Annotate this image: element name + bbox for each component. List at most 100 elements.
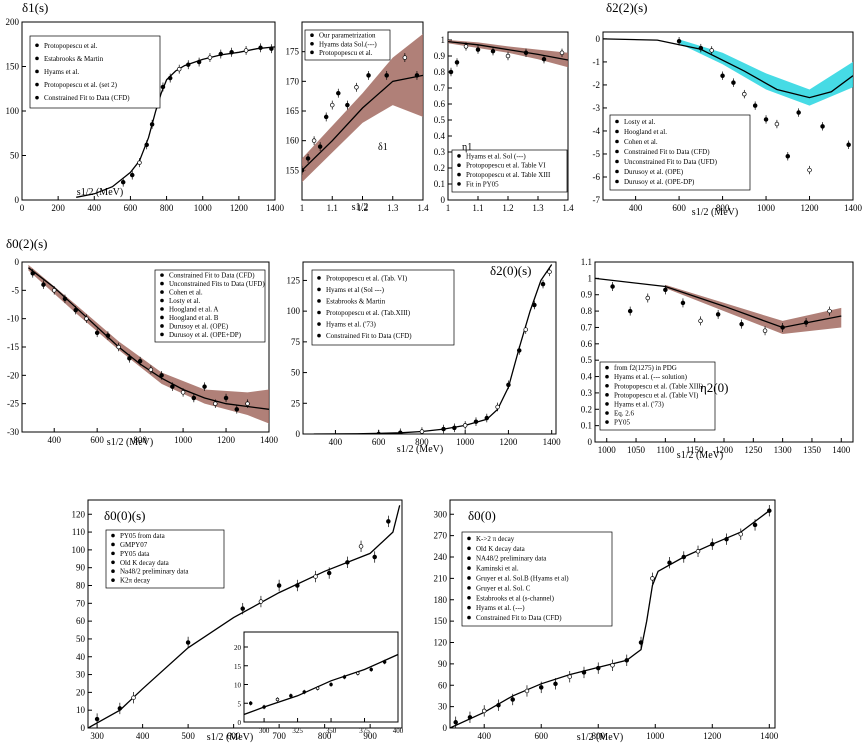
y-tick-label: 0.7 [581,322,593,332]
data-point [752,103,758,108]
delta0_2-plot-area [28,264,269,424]
data-point [186,62,191,67]
y-tick-label: 0.6 [581,339,593,349]
y-tick-label: 0.3 [581,388,593,398]
legend-entry: Hyams data Sol.(---) [319,40,377,48]
data-point [258,599,264,604]
legend-marker [111,533,115,538]
legend-marker [111,542,115,547]
legend-entry: PY05 data [120,550,150,558]
x-tick-label: 1400 [266,203,285,213]
delta0_0_low-title: δ0(0)(s) [104,508,146,523]
data-point [248,701,253,705]
legend-marker [310,33,314,38]
data-point [780,325,785,330]
y-tick-label: 0 [441,195,446,205]
legend-marker [605,393,609,397]
data-point [610,663,615,668]
legend-marker [605,402,609,406]
data-point [553,681,558,687]
delta0_0-title: δ0(0) [468,508,496,523]
y-tick-label: 1 [441,35,446,45]
data-point [323,114,329,120]
data-point [315,686,320,690]
delta0_0-panel: 400 600 800 1000 1200 1400 0 30 60 90 120 150 180 210… [434,499,779,743]
legend-marker [310,41,314,46]
data-point [120,179,126,185]
data-point [336,90,341,96]
legend-entry: Estabrooks et al (s-channel) [476,594,555,602]
y-tick-label: 0 [15,195,20,205]
delta0_2-panel: 400 600 800 1000 1200 1400 -30 -25 -20 -15 -10 -5 0 C… [6,236,279,448]
data-point [785,154,791,159]
data-point [317,144,323,149]
data-point [676,38,682,44]
legend-marker [605,411,609,415]
legend-marker [605,420,609,424]
data-point [345,102,350,108]
y-tick-label: 0 [443,723,448,733]
x-tick-label: 800 [415,437,429,447]
data-point [419,429,425,434]
legend-entry: Losty et al. [169,297,201,305]
y-tick-label: -5 [12,285,20,295]
legend-marker [605,365,609,370]
eta2_0-error-band [665,284,842,334]
y-tick-label: -6 [593,172,601,182]
eta2_0-xlabel: s1/2 (MeV) [677,450,723,461]
delta2_0-plot-area [313,264,553,434]
legend-marker [35,43,39,48]
legend-entry: Hyams et al. Sol (---) [466,152,526,160]
legend-entry: Old K decay data [476,545,526,553]
y-tick-label: 0 [296,429,301,439]
y-tick-label: 30 [76,670,86,680]
legend-entry: Durusoy et al. (OPE) [169,322,229,330]
delta0_2-title: δ0(2)(s) [6,236,48,251]
data-point [345,560,350,565]
x-tick-label: 400 [393,727,404,735]
data-point [523,327,528,332]
x-tick-label: 600 [534,731,548,741]
data-point [382,660,387,664]
delta1-title: δ1(s) [22,0,48,15]
y-tick-label: 0.9 [434,51,446,61]
data-point [245,401,250,406]
data-point [302,690,307,694]
eta2_0-title: η2(0) [700,380,728,395]
legend-marker [35,56,39,61]
data-point [796,110,801,115]
x-tick-label: 400 [477,731,491,741]
legend-entry: Protopopescu et al. (Tab.XIII) [326,309,411,317]
y-tick-label: 90 [76,563,86,573]
legend-entry: K2π decay [120,577,151,585]
data-point [681,554,687,560]
legend-marker [317,287,321,292]
data-point [414,73,420,78]
x-tick-label: 1400 [844,203,863,213]
x-tick-label: 375 [359,727,370,735]
data-point [137,160,142,165]
x-tick-label: 1000 [646,731,665,741]
legend-marker [467,556,471,560]
data-point [131,695,136,700]
legend-marker [317,333,321,338]
x-tick-label: 1000 [757,203,776,213]
x-tick-label: 1.1 [472,203,483,213]
data-point [742,91,747,97]
x-tick-label: 1000 [598,445,617,455]
data-point [650,576,655,581]
legend-entry: Hyams et al. ('73) [614,400,665,408]
y-tick-label: 170 [286,76,300,86]
y-tick-label: 155 [286,165,300,175]
y-tick-label: 0.7 [434,83,446,93]
legend-entry: Cohen et al. [624,138,658,146]
legend-marker [457,163,461,168]
y-tick-label: 10 [76,705,86,715]
delta2-panel: 400 600 800 1000 1200 1400 -7 -6 -5 -4 -3 -2 -1 0 Lost… [593,0,863,218]
legend-entry: Protopopescu et al. Table XIII [466,171,551,179]
x-tick-label: 325 [292,727,303,735]
data-point [51,288,57,293]
data-point [269,46,274,51]
legend-entry: Na48/2 preliminary data [120,568,189,576]
legend-entry: GMPY07 [120,541,148,549]
